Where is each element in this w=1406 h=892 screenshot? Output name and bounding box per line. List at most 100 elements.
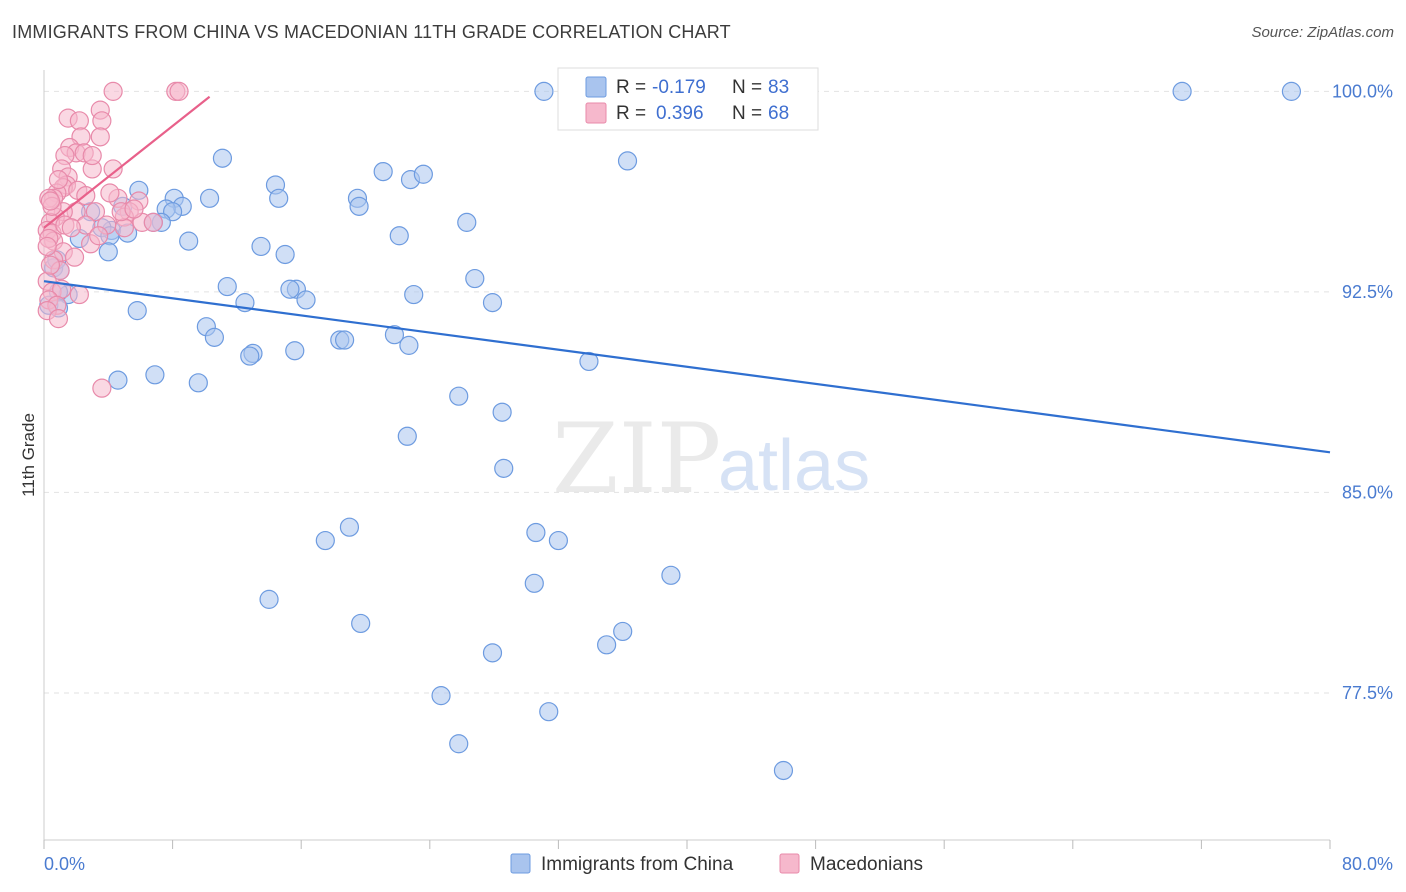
- data-point-china: [773, 760, 794, 781]
- legend-swatch-pink: [585, 102, 607, 124]
- data-point-china: [199, 188, 220, 208]
- data-point-china: [389, 226, 409, 246]
- data-point-china: [413, 164, 433, 184]
- data-point-china: [661, 565, 681, 585]
- data-point-china: [285, 341, 305, 361]
- data-point-china: [526, 522, 546, 543]
- x-tick-label-min: 0.0%: [44, 854, 85, 874]
- data-point-macedonian: [100, 183, 120, 203]
- data-point-china: [98, 242, 118, 262]
- data-point-china: [1172, 81, 1192, 101]
- trend-lines: [43, 95, 1331, 454]
- data-point-china: [494, 458, 514, 478]
- legend-r-label-1: R =: [616, 77, 646, 98]
- bottom-legend-swatch-macedonians: [779, 853, 800, 874]
- data-point-china: [217, 276, 237, 297]
- data-point-china: [534, 81, 554, 101]
- y-tick-label: 100.0%: [1332, 81, 1393, 101]
- grid: [44, 90, 1330, 694]
- data-point-china: [259, 589, 279, 609]
- data-point-china: [108, 370, 128, 390]
- data-point-china: [597, 635, 617, 655]
- x-tick-label-max: 80.0%: [1342, 854, 1393, 874]
- y-tick-label: 85.0%: [1342, 482, 1393, 502]
- data-point-china: [524, 573, 544, 593]
- data-point-macedonian: [37, 236, 57, 257]
- data-point-china: [127, 301, 147, 321]
- legend-n-label-2: N =: [732, 103, 762, 124]
- data-point-macedonian: [103, 81, 123, 101]
- data-point-china: [449, 734, 469, 754]
- data-point-china: [145, 365, 165, 385]
- legend-n-label-1: N =: [732, 77, 762, 98]
- data-point-macedonian: [69, 284, 89, 305]
- data-point-china: [296, 290, 316, 310]
- source-label: Source: ZipAtlas.com: [1251, 24, 1394, 41]
- data-point-china: [457, 212, 477, 232]
- data-point-china: [212, 148, 233, 168]
- data-point-china: [539, 702, 559, 722]
- series-legend: Immigrants from China Macedonians: [510, 853, 923, 875]
- data-point-china: [482, 293, 503, 313]
- legend-n-value-2: 68: [768, 103, 789, 124]
- data-point-macedonian: [90, 127, 110, 147]
- data-point-china: [204, 327, 224, 347]
- legend-r-label-2: R =: [616, 103, 646, 124]
- data-point-china: [449, 386, 469, 406]
- data-point-macedonian: [89, 226, 109, 246]
- data-point-china: [275, 244, 295, 265]
- data-point-china: [465, 268, 485, 289]
- data-point-china: [548, 530, 569, 551]
- data-point-macedonian: [85, 202, 106, 222]
- data-point-macedonian: [64, 247, 85, 267]
- y-tick-labels: 77.5% 85.0% 92.5% 100.0%: [1332, 81, 1393, 703]
- data-point-macedonian: [124, 199, 144, 219]
- data-point-china: [335, 330, 355, 350]
- data-point-china: [351, 613, 371, 634]
- watermark-atlas: atlas: [718, 426, 870, 506]
- data-point-china: [280, 279, 300, 299]
- correlation-legend: R = -0.179 N = 83 R = 0.396 N = 68: [557, 67, 819, 131]
- data-point-macedonian: [103, 159, 123, 179]
- data-point-china: [492, 402, 512, 422]
- data-point-china: [339, 517, 360, 537]
- data-point-china: [179, 231, 199, 251]
- data-point-china: [482, 643, 503, 663]
- bottom-legend-label-macedonians: Macedonians: [810, 854, 923, 875]
- data-point-china: [373, 161, 393, 182]
- data-point-macedonian: [92, 378, 112, 398]
- data-point-china: [397, 426, 417, 446]
- data-point-china: [579, 351, 599, 372]
- data-point-macedonian: [40, 255, 61, 275]
- trend-line-china: [43, 280, 1331, 454]
- trend-line-macedonians: [43, 95, 211, 229]
- y-tick-label: 92.5%: [1342, 282, 1393, 302]
- data-point-china: [384, 325, 405, 345]
- data-point-china: [240, 346, 260, 366]
- data-point-macedonian: [82, 145, 102, 166]
- data-point-china: [404, 284, 424, 305]
- bottom-legend-swatch-china: [510, 853, 531, 874]
- data-point-china: [399, 335, 419, 355]
- watermark: ZIP atlas: [552, 403, 870, 515]
- data-point-macedonian: [114, 218, 134, 238]
- data-point-china: [431, 686, 451, 706]
- data-point-macedonian: [69, 111, 89, 131]
- legend-r-value-2: 0.396: [656, 103, 704, 124]
- data-point-china: [188, 373, 208, 393]
- data-point-macedonian: [61, 218, 81, 238]
- data-point-china: [251, 236, 271, 257]
- bottom-legend-label-china: Immigrants from China: [541, 854, 734, 875]
- data-point-macedonian: [40, 191, 61, 211]
- data-point-macedonian: [48, 170, 69, 190]
- legend-r-value-1: -0.179: [652, 77, 706, 98]
- legend-n-value-1: 83: [768, 77, 789, 98]
- data-point-china: [613, 621, 633, 642]
- data-point-china: [269, 188, 289, 208]
- data-point-china: [1281, 81, 1302, 101]
- data-point-china: [617, 151, 638, 171]
- chart-title: IMMIGRANTS FROM CHINA VS MACEDONIAN 11TH…: [12, 22, 731, 42]
- y-tick-label: 77.5%: [1342, 683, 1393, 703]
- series-macedonians: [37, 81, 189, 398]
